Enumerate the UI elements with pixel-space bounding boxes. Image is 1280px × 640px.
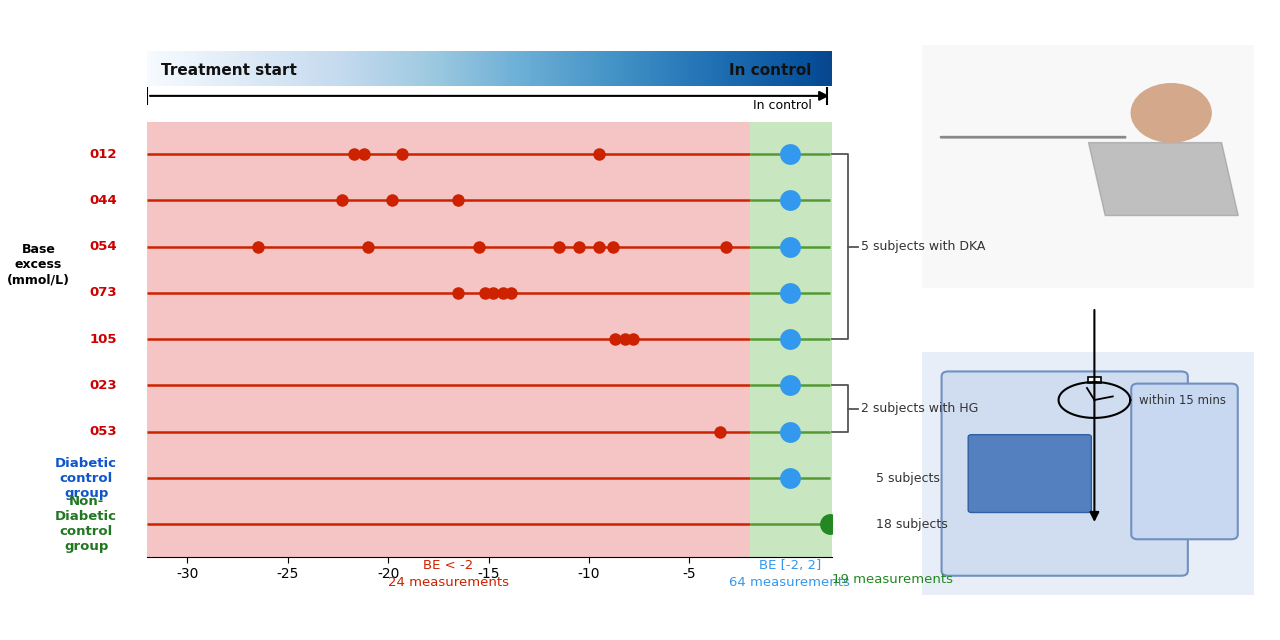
Text: Non-
Diabetic
control
group: Non- Diabetic control group [55,495,116,554]
Text: 073: 073 [90,287,116,300]
FancyBboxPatch shape [1088,377,1101,383]
Text: 24 measurements: 24 measurements [388,576,509,589]
FancyBboxPatch shape [1132,383,1238,540]
Text: 023: 023 [90,379,116,392]
Text: 5 subjects with DKA: 5 subjects with DKA [860,240,984,253]
Text: BE < -2: BE < -2 [424,559,474,572]
Text: 012: 012 [90,147,116,161]
Circle shape [1132,84,1211,142]
FancyBboxPatch shape [942,371,1188,576]
FancyBboxPatch shape [968,435,1092,513]
Text: In control: In control [753,99,812,112]
Bar [147,122,750,557]
Text: In control: In control [730,63,812,78]
Bar [750,122,832,557]
Text: 19 measurements: 19 measurements [832,573,954,586]
Text: 5 subjects: 5 subjects [876,472,940,484]
Text: Base
excess
(mmol/L): Base excess (mmol/L) [6,243,70,287]
Text: 2 subjects with HG: 2 subjects with HG [860,402,978,415]
Text: 054: 054 [90,240,116,253]
Text: 64 measurements: 64 measurements [730,576,850,589]
Text: Treatment start: Treatment start [161,63,297,78]
Text: Diabetic
control
group: Diabetic control group [55,456,116,500]
Text: 053: 053 [90,426,116,438]
Text: BE [-2, 2]: BE [-2, 2] [759,559,820,572]
Text: 044: 044 [90,194,116,207]
Text: 105: 105 [90,333,116,346]
Text: 18 subjects: 18 subjects [876,518,947,531]
Text: within 15 mins: within 15 mins [1139,394,1226,406]
